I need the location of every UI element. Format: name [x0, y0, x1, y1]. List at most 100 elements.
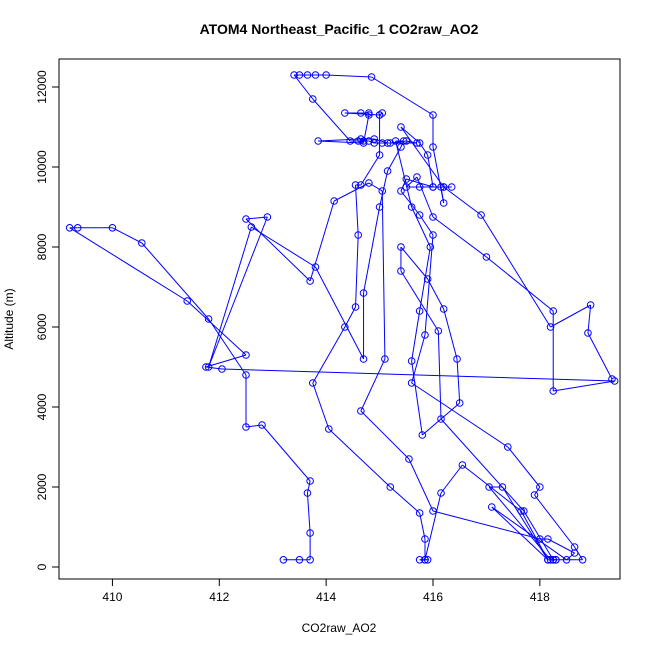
data-point [375, 111, 384, 119]
series-segment [112, 227, 143, 244]
series-segment [408, 458, 434, 512]
series-segment [547, 538, 575, 554]
series-segment [318, 140, 364, 144]
series-segment [333, 182, 370, 202]
x-tick-label: 414 [316, 590, 336, 604]
x-tick-label: 418 [530, 590, 550, 604]
data-point [359, 289, 368, 297]
data-point [386, 483, 395, 491]
series-segment [208, 318, 247, 376]
data-point [383, 139, 392, 147]
data-point [242, 351, 250, 359]
data-point [520, 507, 528, 515]
x-tick-label: 416 [423, 590, 443, 604]
data-point [429, 213, 437, 221]
data-point [258, 421, 266, 429]
series-segment [507, 446, 541, 488]
series-segment [328, 428, 391, 488]
data-point [359, 355, 368, 363]
series-segment [553, 380, 615, 392]
series-segment [326, 74, 372, 78]
data-point [290, 71, 298, 79]
data-point [405, 455, 413, 463]
y-tick-label: 12000 [35, 70, 49, 104]
data-point [399, 137, 408, 145]
data-point [204, 363, 213, 371]
series-segment [400, 126, 420, 144]
data-point [504, 443, 512, 451]
data-point [247, 223, 256, 231]
data-point [357, 135, 365, 143]
series-segment [360, 358, 386, 412]
data-point [552, 556, 560, 564]
data-point [308, 379, 317, 387]
series-segment [312, 98, 351, 142]
data-point [423, 151, 432, 159]
data-point [498, 483, 507, 491]
data-point [434, 327, 443, 335]
data-point [549, 307, 558, 315]
series-segment [432, 146, 445, 204]
data-point [108, 224, 117, 232]
data-point [295, 71, 304, 79]
data-point [73, 224, 82, 232]
series-segment [312, 326, 346, 384]
y-axis: 0 2000 4000 6000 8000 10000 12000 [35, 70, 59, 570]
series-segment [379, 112, 383, 116]
data-point [308, 95, 317, 103]
series-segment [389, 486, 420, 514]
series-segment [462, 464, 522, 512]
data-point [351, 303, 360, 311]
series-segment [400, 246, 429, 280]
series-segment [419, 214, 434, 236]
series-segment [368, 182, 383, 192]
series-segment [387, 146, 402, 172]
series-segment [355, 184, 359, 236]
data-point [517, 507, 525, 515]
data-point [397, 187, 405, 195]
series-segment [208, 226, 252, 368]
data-point [65, 224, 74, 232]
data-point [295, 556, 304, 564]
series-segment [424, 492, 442, 560]
data-point [415, 509, 424, 517]
data-point [242, 423, 250, 431]
data-point [346, 137, 354, 145]
data-point [437, 489, 445, 497]
series-segment [309, 200, 335, 282]
series-segment [293, 74, 314, 100]
data-point [402, 183, 411, 191]
data-point [341, 109, 349, 117]
series-segment [221, 368, 615, 382]
series-segment [306, 480, 311, 494]
data-point [386, 139, 395, 147]
data-point [370, 135, 379, 143]
data-point [306, 556, 314, 564]
data-point [306, 529, 314, 537]
data-point [325, 425, 333, 433]
series-segment [360, 154, 380, 186]
data-point [381, 355, 389, 363]
series-segment [432, 510, 540, 540]
series-segment [355, 234, 359, 308]
data-point [458, 461, 467, 469]
series-segment [427, 278, 445, 310]
data-point [397, 243, 405, 251]
data-point [437, 183, 445, 191]
y-tick-label: 8000 [35, 233, 49, 260]
data-point [357, 407, 365, 415]
series-segment [440, 464, 463, 494]
series-segment [437, 330, 442, 420]
data-point [455, 399, 464, 407]
data-point [375, 151, 384, 159]
series-segment [411, 310, 421, 362]
data-point [429, 507, 437, 515]
data-point [303, 71, 312, 79]
series-segment [360, 410, 410, 460]
series-segment [443, 186, 482, 216]
series-segment [363, 206, 381, 294]
data-point [549, 387, 558, 395]
data-point [402, 137, 411, 145]
data-point [477, 211, 485, 219]
data-point [138, 239, 146, 247]
